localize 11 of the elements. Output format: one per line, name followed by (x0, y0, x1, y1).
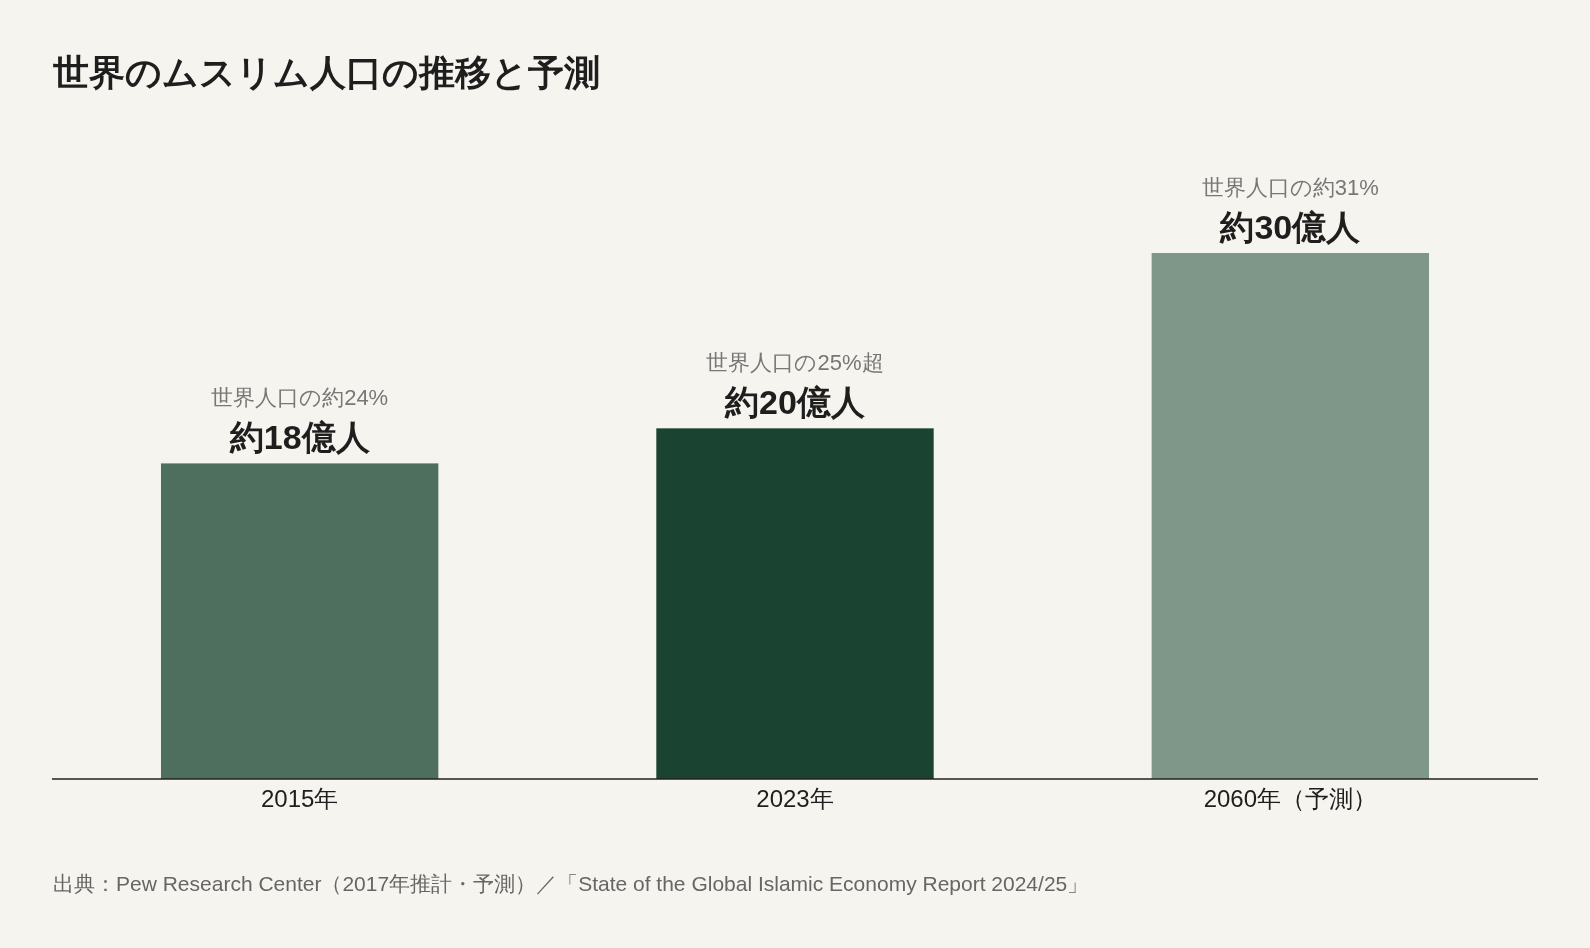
source-note: 出典：Pew Research Center（2017年推計・予測）／「State of the Global Islamic Economy Report 2024/25」 (53, 872, 1089, 895)
title: 世界のムスリム人口の推移と予測 (53, 52, 600, 93)
annotation: 世界人口の25%超 (706, 350, 884, 376)
x-tick-label: 2060年（予測） (1203, 785, 1378, 812)
x-tick-label: 2023年 (756, 785, 834, 812)
data-label: 約30億人 (1219, 208, 1362, 246)
data-label: 約20億人 (724, 383, 866, 422)
annotation: 世界人口の約31% (1201, 175, 1379, 200)
data-label: 約18億人 (228, 418, 371, 457)
x-tick-label: 2015年 (260, 785, 339, 812)
annotation: 世界人口の約24% (211, 385, 389, 411)
